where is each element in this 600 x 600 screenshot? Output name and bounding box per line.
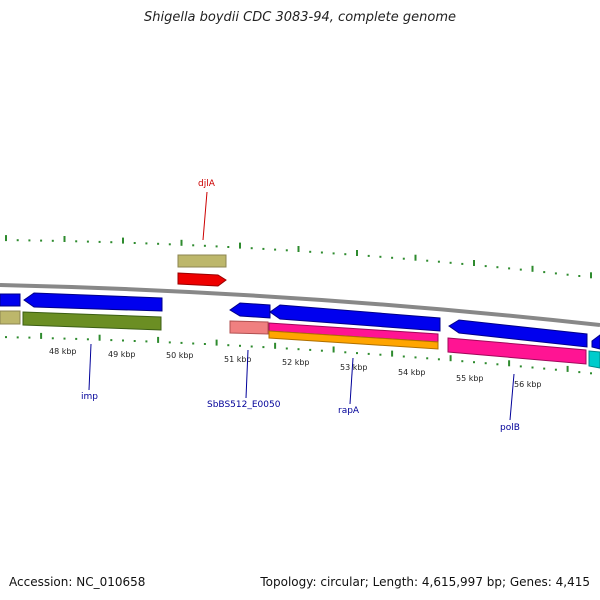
forward-features: [177, 254, 227, 287]
feature-blue-arrow-51k[interactable]: [229, 302, 271, 319]
gene-label-imp[interactable]: imp: [81, 392, 98, 402]
scale-label-52kbp: 52 kbp: [282, 358, 310, 367]
outer-tick-ring: [5, 235, 592, 279]
feature-khaki-left[interactable]: [0, 310, 21, 325]
feature-blue-left-edge[interactable]: [0, 293, 21, 307]
scale-label-53kbp: 53 kbp: [340, 363, 368, 372]
feature-imp-olive[interactable]: [22, 311, 162, 331]
feature-salmon[interactable]: [229, 320, 269, 335]
map-title: Shigella boydii CDC 3083-94, complete ge…: [143, 10, 457, 25]
gene-label-rapA[interactable]: rapA: [338, 406, 360, 416]
scale-label-49kbp: 49 kbp: [108, 350, 136, 359]
SbBS512-leader: [245, 349, 249, 399]
gene-label-polB[interactable]: polB: [500, 423, 520, 433]
imp-leader: [88, 343, 92, 391]
scale-label-54kbp: 54 kbp: [398, 368, 426, 377]
gene-label-djlA[interactable]: djlA: [198, 179, 216, 189]
rapA-leader: [349, 357, 354, 405]
accession-text: Accession: NC_010658: [9, 575, 146, 589]
feature-blue-arrow-right-edge[interactable]: [591, 334, 600, 350]
feature-rapA-orange[interactable]: [268, 330, 439, 350]
scale-label-50kbp: 50 kbp: [166, 351, 194, 360]
feature-rapA-arrow[interactable]: [269, 304, 441, 332]
scale-label-56kbp: 56 kbp: [514, 380, 542, 389]
scale-label-51kbp: 51 kbp: [224, 355, 252, 364]
polB-leader: [509, 373, 515, 421]
gene-label-SbBS512_E0050[interactable]: SbBS512_E0050: [207, 400, 281, 410]
feature-cyan[interactable]: [588, 350, 600, 369]
genome-backbone: [0, 283, 600, 327]
cds-track: [0, 292, 600, 369]
genome-summary-text: Topology: circular; Length: 4,615,997 bp…: [260, 575, 590, 589]
inner-tick-ring: [5, 332, 592, 375]
scale-label-55kbp: 55 kbp: [456, 374, 484, 383]
feature-khaki-forward[interactable]: [177, 254, 227, 268]
feature-polB-arrow[interactable]: [448, 319, 588, 348]
djlA-leader: [202, 191, 208, 241]
feature-polB-pink[interactable]: [447, 337, 587, 365]
scale-labels: 48 kbp 49 kbp 50 kbp 51 kbp 52 kbp 53 kb…: [49, 347, 542, 389]
feature-djlA-arrow[interactable]: [177, 272, 227, 287]
gene-labels: djlA imp SbBS512_E0050 rapA polB: [81, 179, 520, 433]
feature-imp-arrow[interactable]: [23, 292, 163, 312]
scale-label-48kbp: 48 kbp: [49, 347, 77, 356]
